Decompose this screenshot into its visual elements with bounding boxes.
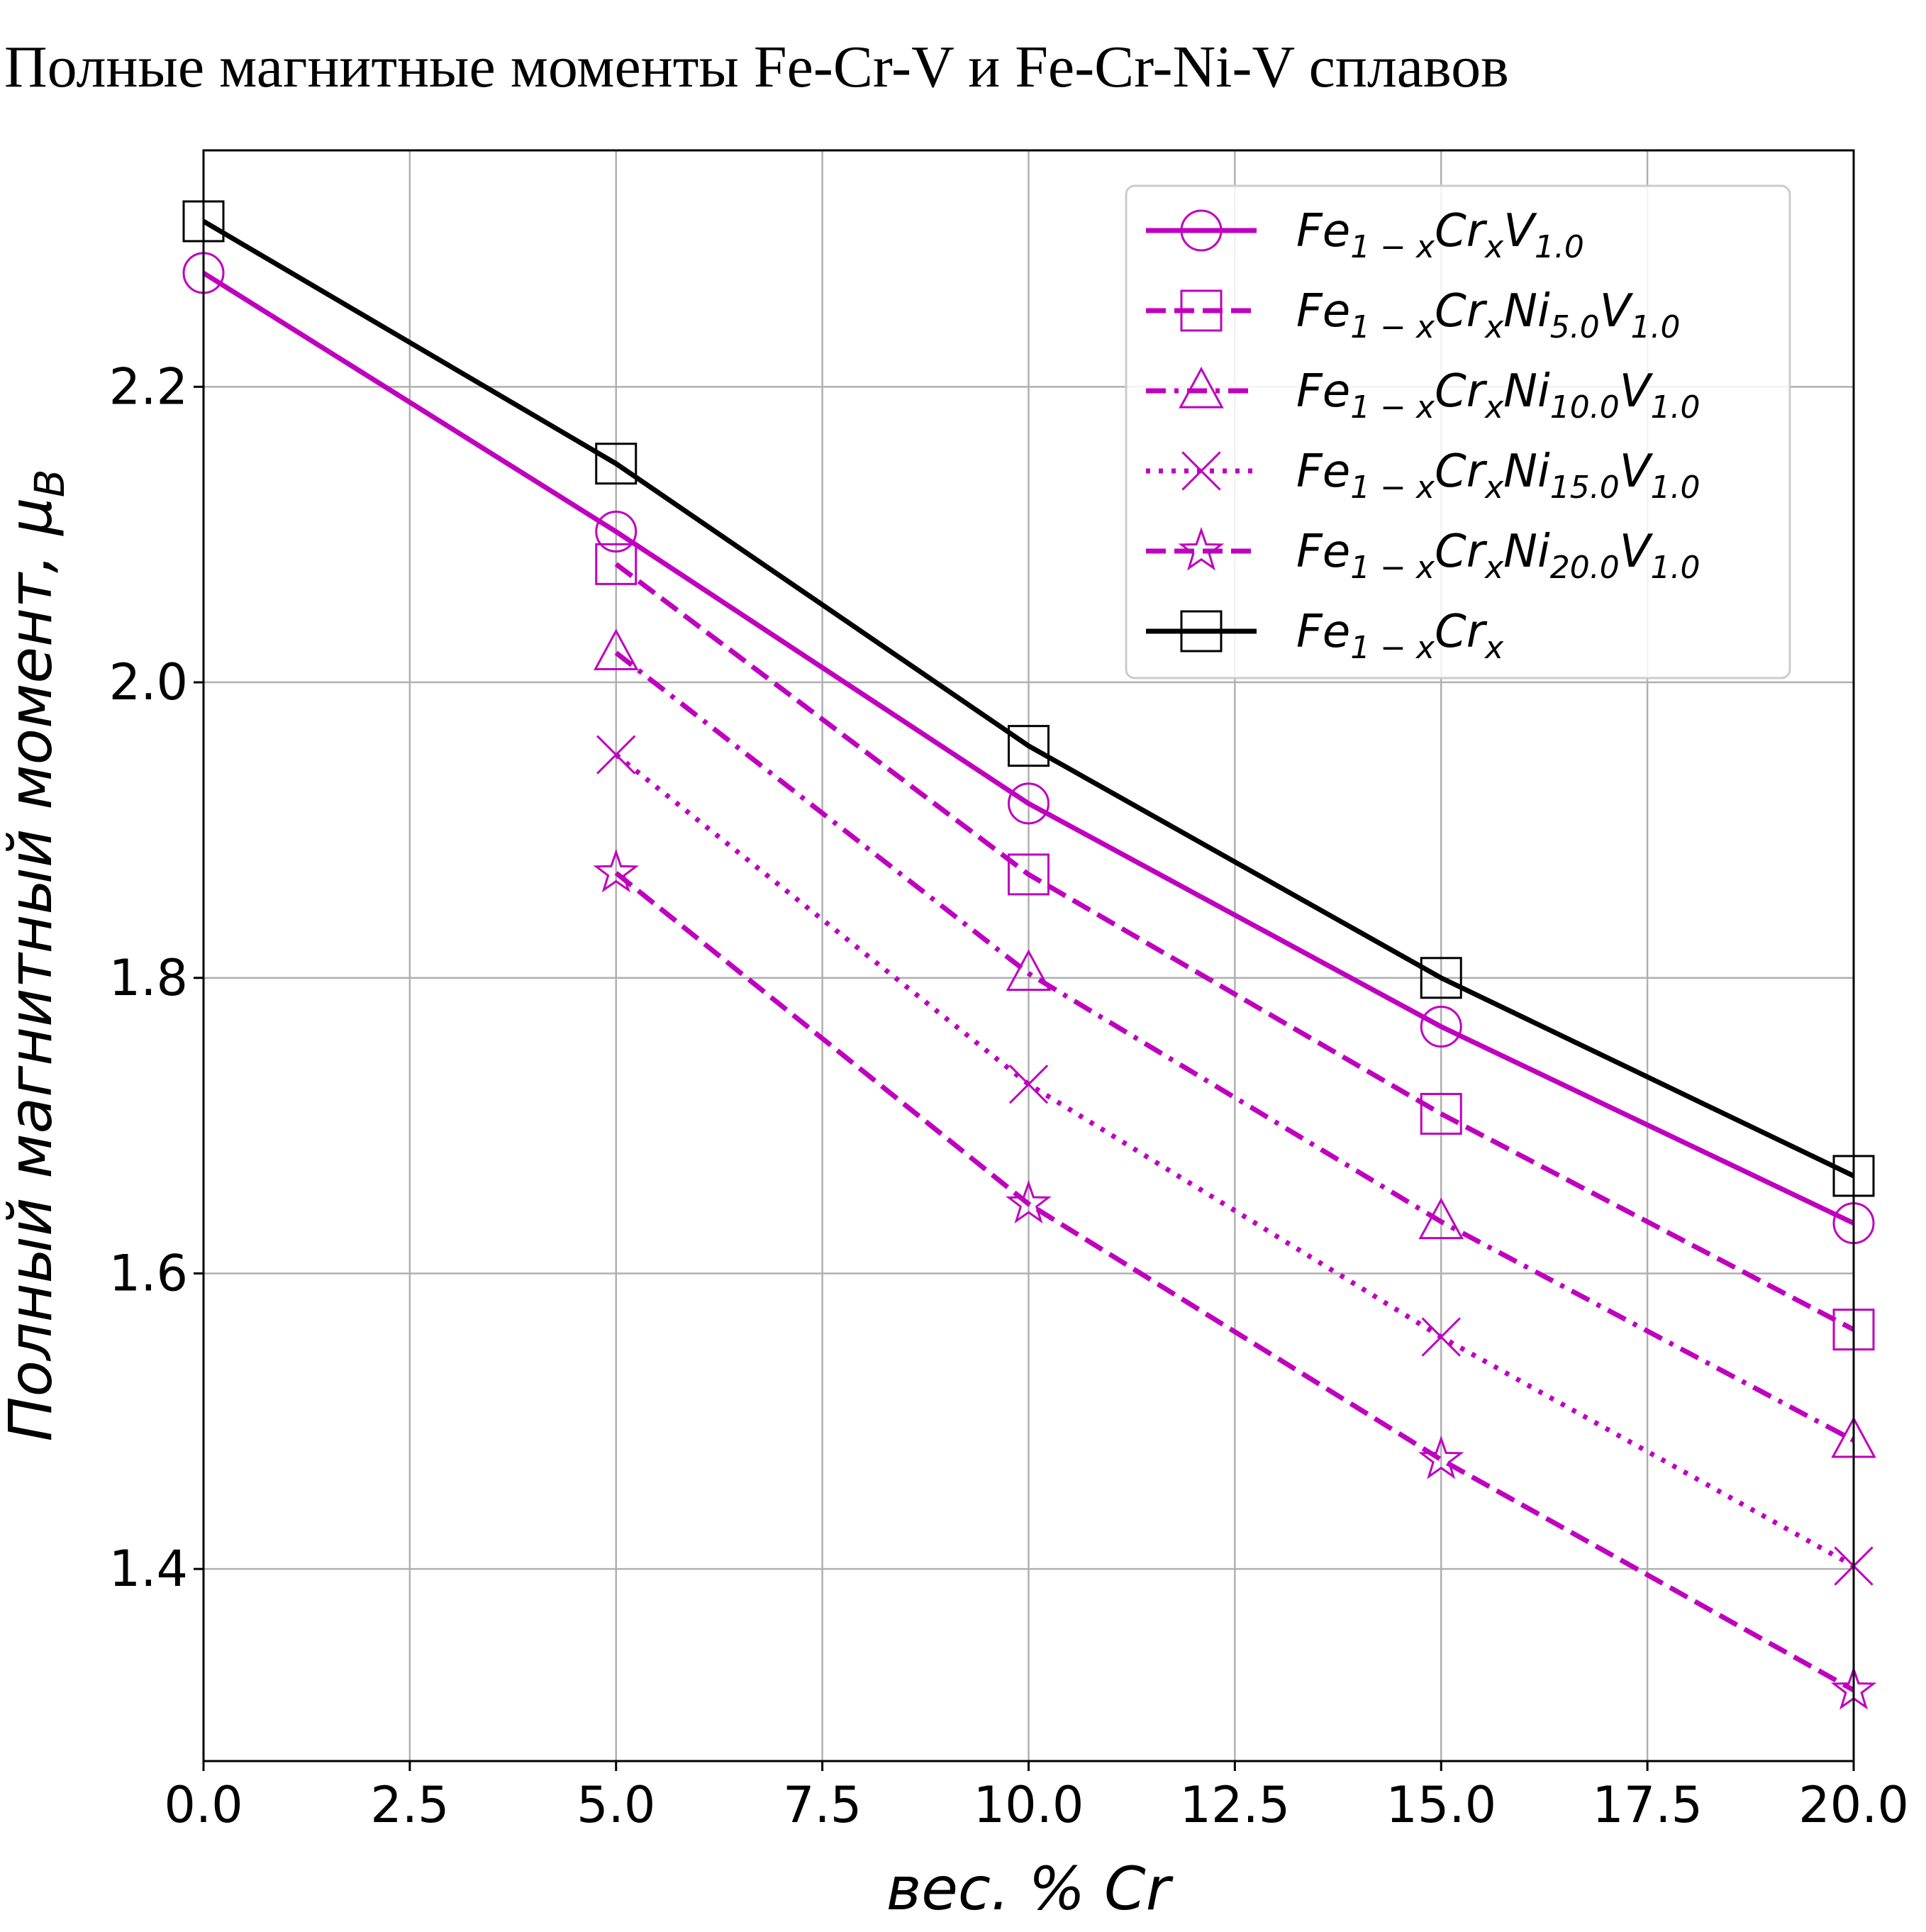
- legend-item: Fe1 − xCrxNi20.0V1.0: [1146, 526, 1700, 586]
- x-tick-label: 7.5: [783, 1776, 862, 1834]
- legend-label: Fe1 − xCrxNi15.0V1.0: [1296, 445, 1700, 506]
- data-point: [1006, 949, 1052, 992]
- data-point: [1008, 782, 1050, 825]
- y-tick-label: 2.2: [109, 357, 188, 416]
- series-layer: [182, 200, 1877, 1710]
- data-point: [1420, 957, 1462, 999]
- legend-marker: [1180, 610, 1223, 653]
- x-tick-label: 2.5: [370, 1776, 449, 1834]
- x-tick-label: 20.0: [1798, 1776, 1909, 1834]
- svg-text:Полный магнитный момент, μB: Полный магнитный момент, μB: [0, 469, 74, 1441]
- legend-label: Fe1 − xCrxNi5.0V1.0: [1296, 285, 1681, 345]
- legend-item: Fe1 − xCrx: [1146, 606, 1504, 666]
- legend-marker: [1180, 289, 1223, 332]
- legend-label: Fe1 − xCrxNi20.0V1.0: [1296, 526, 1700, 586]
- legend-label: Fe1 − xCrxNi10.0V1.0: [1296, 365, 1700, 426]
- y-tick-label: 1.4: [109, 1540, 188, 1598]
- x-tick-label: 12.5: [1179, 1776, 1290, 1834]
- data-point: [1008, 853, 1050, 896]
- y-tick-label: 1.6: [109, 1244, 188, 1302]
- y-axis-label: Полный магнитный момент, μB: [0, 469, 74, 1441]
- y-tick-label: 2.0: [109, 653, 188, 711]
- data-point: [1008, 1065, 1049, 1104]
- legend-marker: [1179, 367, 1224, 409]
- y-axis-label-mu: μ: [0, 497, 65, 536]
- legend-marker: [1178, 527, 1225, 571]
- data-point: [595, 443, 638, 485]
- data-point: [595, 511, 638, 553]
- data-point: [1420, 1092, 1462, 1135]
- data-point: [593, 848, 640, 893]
- legend: Fe1 − xCrxV1.0 Fe1 − xCrxNi5.0V1.0 Fe1 − x…: [1125, 184, 1791, 679]
- y-tick-label: 1.8: [109, 949, 188, 1007]
- data-point: [1008, 725, 1050, 767]
- legend-label: Fe1 − xCrxV1.0: [1296, 205, 1584, 265]
- series-1: [595, 543, 1875, 1351]
- legend-marker: [1180, 209, 1223, 252]
- data-point: [1418, 1197, 1464, 1240]
- data-point: [1420, 1006, 1462, 1048]
- series-line: [614, 753, 1855, 1569]
- data-point: [595, 543, 638, 585]
- axis-ticks: 0.0 2.5 5.0 7.5 10.0 12.5 15.0 17.5 20.0 1.4 1.6 1.…: [109, 357, 1909, 1834]
- data-point: [596, 735, 636, 775]
- series-line: [614, 871, 1855, 1693]
- legend-item: Fe1 − xCrxNi5.0V1.0: [1146, 285, 1681, 345]
- series-line: [614, 562, 1855, 1332]
- legend-label: Fe1 − xCrx: [1296, 606, 1504, 666]
- chart-title: Полные магнитные моменты Fe-Cr-V и Fe-Cr…: [4, 34, 1509, 100]
- x-tick-label: 10.0: [974, 1776, 1084, 1834]
- x-tick-label: 15.0: [1386, 1776, 1496, 1834]
- data-point: [1418, 1436, 1464, 1479]
- x-tick-label: 0.0: [164, 1776, 243, 1834]
- x-axis-label: вес. % Cr: [886, 1854, 1174, 1923]
- data-point: [1006, 1179, 1052, 1224]
- legend-item: Fe1 − xCrxNi10.0V1.0: [1146, 365, 1700, 426]
- data-point: [593, 628, 639, 670]
- series-line: [202, 270, 1855, 1226]
- legend-box: [1125, 184, 1791, 679]
- y-axis-label-main: Полный магнитный момент,: [0, 535, 65, 1442]
- legend-marker: [1181, 451, 1221, 491]
- legend-item: Fe1 − xCrxV1.0: [1146, 205, 1584, 265]
- legend-item: Fe1 − xCrxNi15.0V1.0: [1146, 445, 1700, 506]
- x-tick-label: 17.5: [1592, 1776, 1703, 1834]
- series-line: [614, 650, 1855, 1443]
- series-4: [593, 848, 1877, 1710]
- y-axis-label-sub: B: [26, 469, 74, 497]
- data-point: [1421, 1317, 1461, 1357]
- series-line: [202, 218, 1855, 1179]
- x-tick-label: 5.0: [577, 1776, 655, 1834]
